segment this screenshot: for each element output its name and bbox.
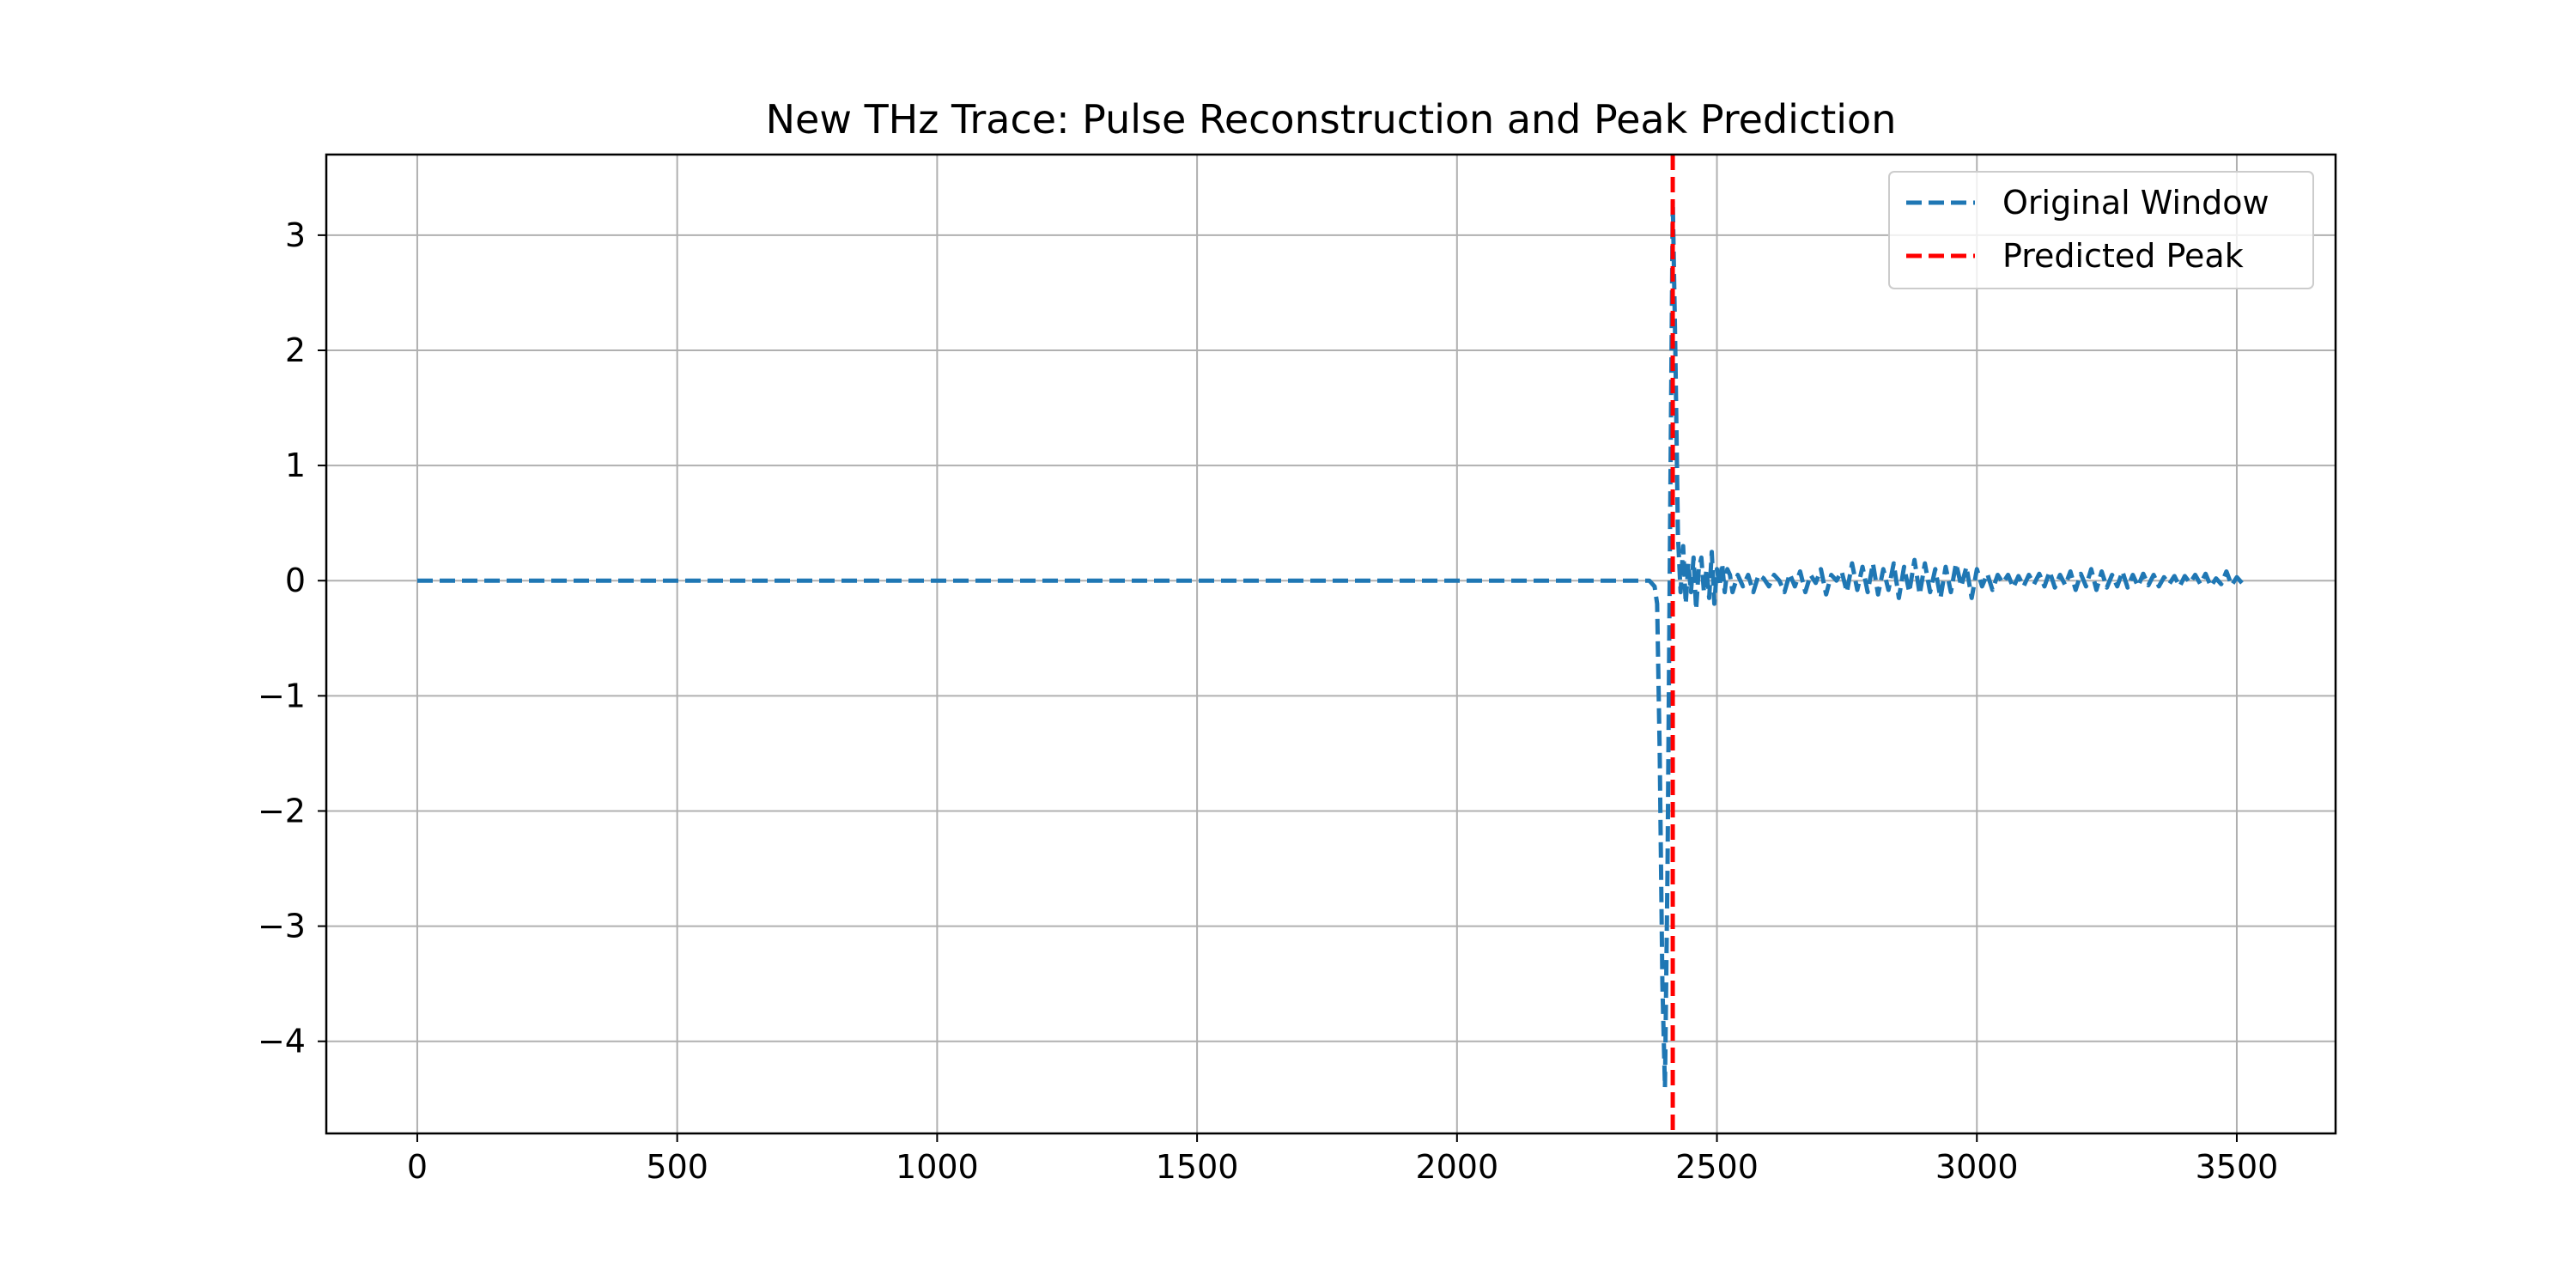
plot-area bbox=[417, 155, 2244, 1133]
grid bbox=[326, 155, 2336, 1133]
series-line-original-window bbox=[417, 198, 2244, 1090]
legend: Original Window Predicted Peak bbox=[1888, 171, 2314, 289]
x-tick-label: 2000 bbox=[1415, 1148, 1498, 1186]
ticks: 0 500 1000 1500 2000 2500 3000 3500 −4 −3 −2 −1 0 1 2 3 bbox=[258, 216, 2278, 1186]
x-tick-label: 3500 bbox=[2196, 1148, 2279, 1186]
x-tick-label: 2500 bbox=[1675, 1148, 1759, 1186]
legend-label-original-window: Original Window bbox=[2002, 184, 2269, 222]
chart-title: New THz Trace: Pulse Reconstruction and … bbox=[766, 96, 1897, 143]
y-tick-label: −4 bbox=[258, 1023, 306, 1060]
x-tick-label: 500 bbox=[646, 1148, 708, 1186]
y-tick-label: −1 bbox=[258, 677, 306, 714]
y-tick-label: −3 bbox=[258, 908, 306, 945]
y-tick-label: 0 bbox=[285, 562, 306, 599]
x-tick-label: 3000 bbox=[1935, 1148, 2019, 1186]
y-tick-label: −2 bbox=[258, 792, 306, 829]
axes-frame bbox=[325, 153, 2337, 1135]
y-tick-label: 2 bbox=[285, 331, 306, 369]
y-tick-label: 3 bbox=[285, 216, 306, 254]
y-tick-label: 1 bbox=[285, 447, 306, 484]
legend-box bbox=[1888, 171, 2314, 289]
x-tick-label: 0 bbox=[407, 1148, 428, 1186]
legend-label-predicted-peak: Predicted Peak bbox=[2002, 237, 2244, 275]
x-tick-label: 1000 bbox=[896, 1148, 979, 1186]
x-tick-label: 1500 bbox=[1156, 1148, 1239, 1186]
